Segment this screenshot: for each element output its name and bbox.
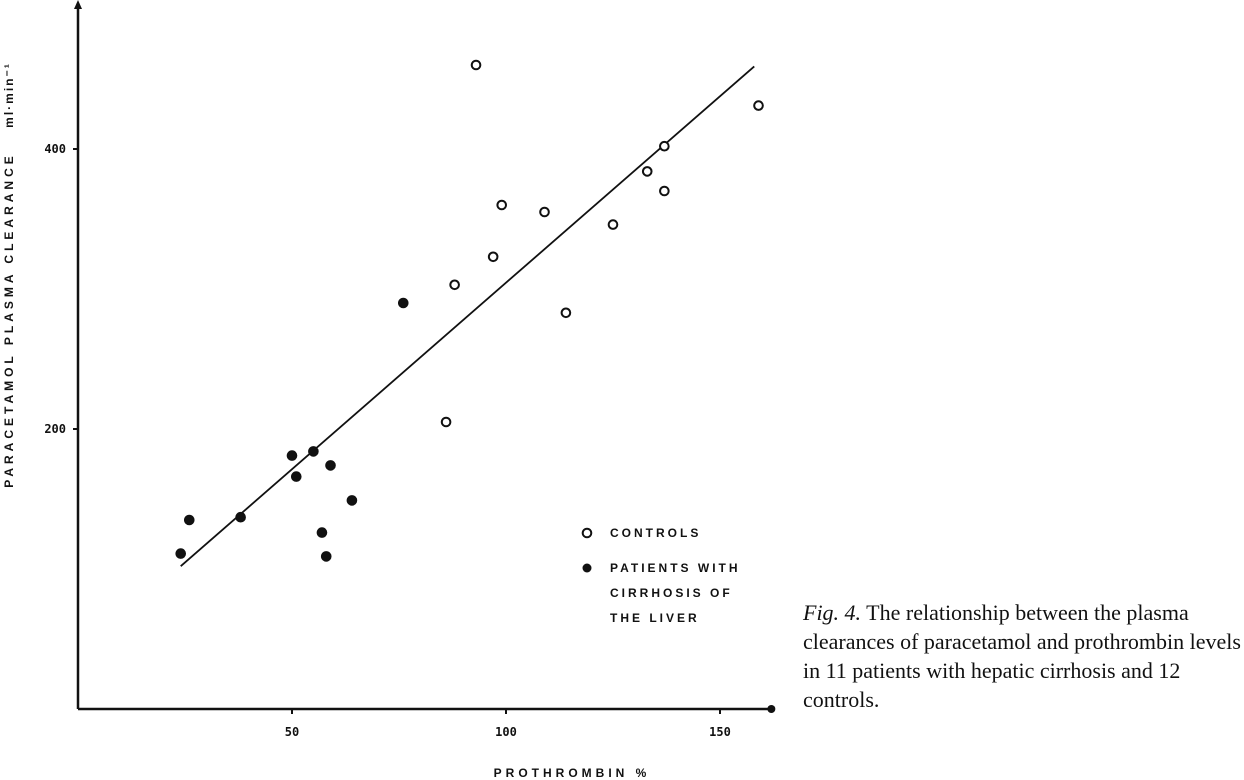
control-data-point (659, 185, 670, 197)
patient-data-point (320, 551, 332, 562)
x-tick-label: 100 (495, 725, 517, 739)
figure-caption: Fig. 4. The relationship between the pla… (803, 598, 1243, 714)
control-data-point (607, 219, 619, 230)
control-data-point (641, 166, 653, 177)
axes (74, 0, 776, 713)
control-data-point (659, 140, 670, 152)
legend-patients-line-3: THE LIVER (610, 611, 700, 625)
control-data-point (440, 416, 452, 428)
patient-data-point (325, 460, 336, 471)
legend-filled-circle-marker (582, 563, 592, 573)
patient-data-point (316, 527, 328, 538)
control-data-point (449, 279, 460, 291)
x-tick-label: 150 (709, 725, 731, 739)
control-data-point (539, 206, 550, 218)
x-axis-end-dot (767, 705, 776, 713)
y-tick-label: 400 (44, 142, 66, 156)
y-axis-title: PARACETAMOL PLASMA CLEARANCE (2, 152, 16, 488)
patient-data-point (286, 450, 298, 461)
x-tick-label: 50 (285, 725, 299, 739)
control-data-point (470, 59, 482, 71)
y-axis-arrowhead (74, 0, 82, 9)
legend-controls-label: CONTROLS (610, 526, 701, 540)
x-axis-title: PROTHROMBIN % (494, 766, 651, 780)
y-tick-label: 200 (44, 422, 66, 436)
patient-data-point (308, 446, 319, 457)
y-axis-unit: ml·min⁻¹ (2, 62, 16, 128)
control-data-point (753, 100, 764, 111)
legend: CONTROLS PATIENTS WITH CIRRHOSIS OF THE … (581, 526, 741, 625)
caption-text: The relationship between the plasma clea… (803, 600, 1241, 712)
regression-layer (180, 65, 755, 567)
patient-data-point (346, 495, 358, 506)
points-layer (175, 59, 764, 562)
patient-data-point (235, 511, 246, 523)
control-data-point (496, 199, 508, 211)
control-data-point (487, 251, 499, 263)
patient-data-point (397, 297, 409, 309)
control-data-point (560, 307, 572, 319)
legend-open-circle-marker (581, 527, 593, 539)
legend-patients-line-2: CIRRHOSIS OF (610, 586, 733, 600)
regression-line (180, 65, 755, 567)
patient-data-point (290, 471, 302, 482)
figure-label: Fig. 4. (803, 600, 862, 625)
patient-data-point (175, 548, 187, 559)
legend-patients-line-1: PATIENTS WITH (610, 561, 741, 575)
patient-data-point (183, 514, 195, 526)
tick-marks: 50 100 150 200 400 (44, 142, 731, 739)
